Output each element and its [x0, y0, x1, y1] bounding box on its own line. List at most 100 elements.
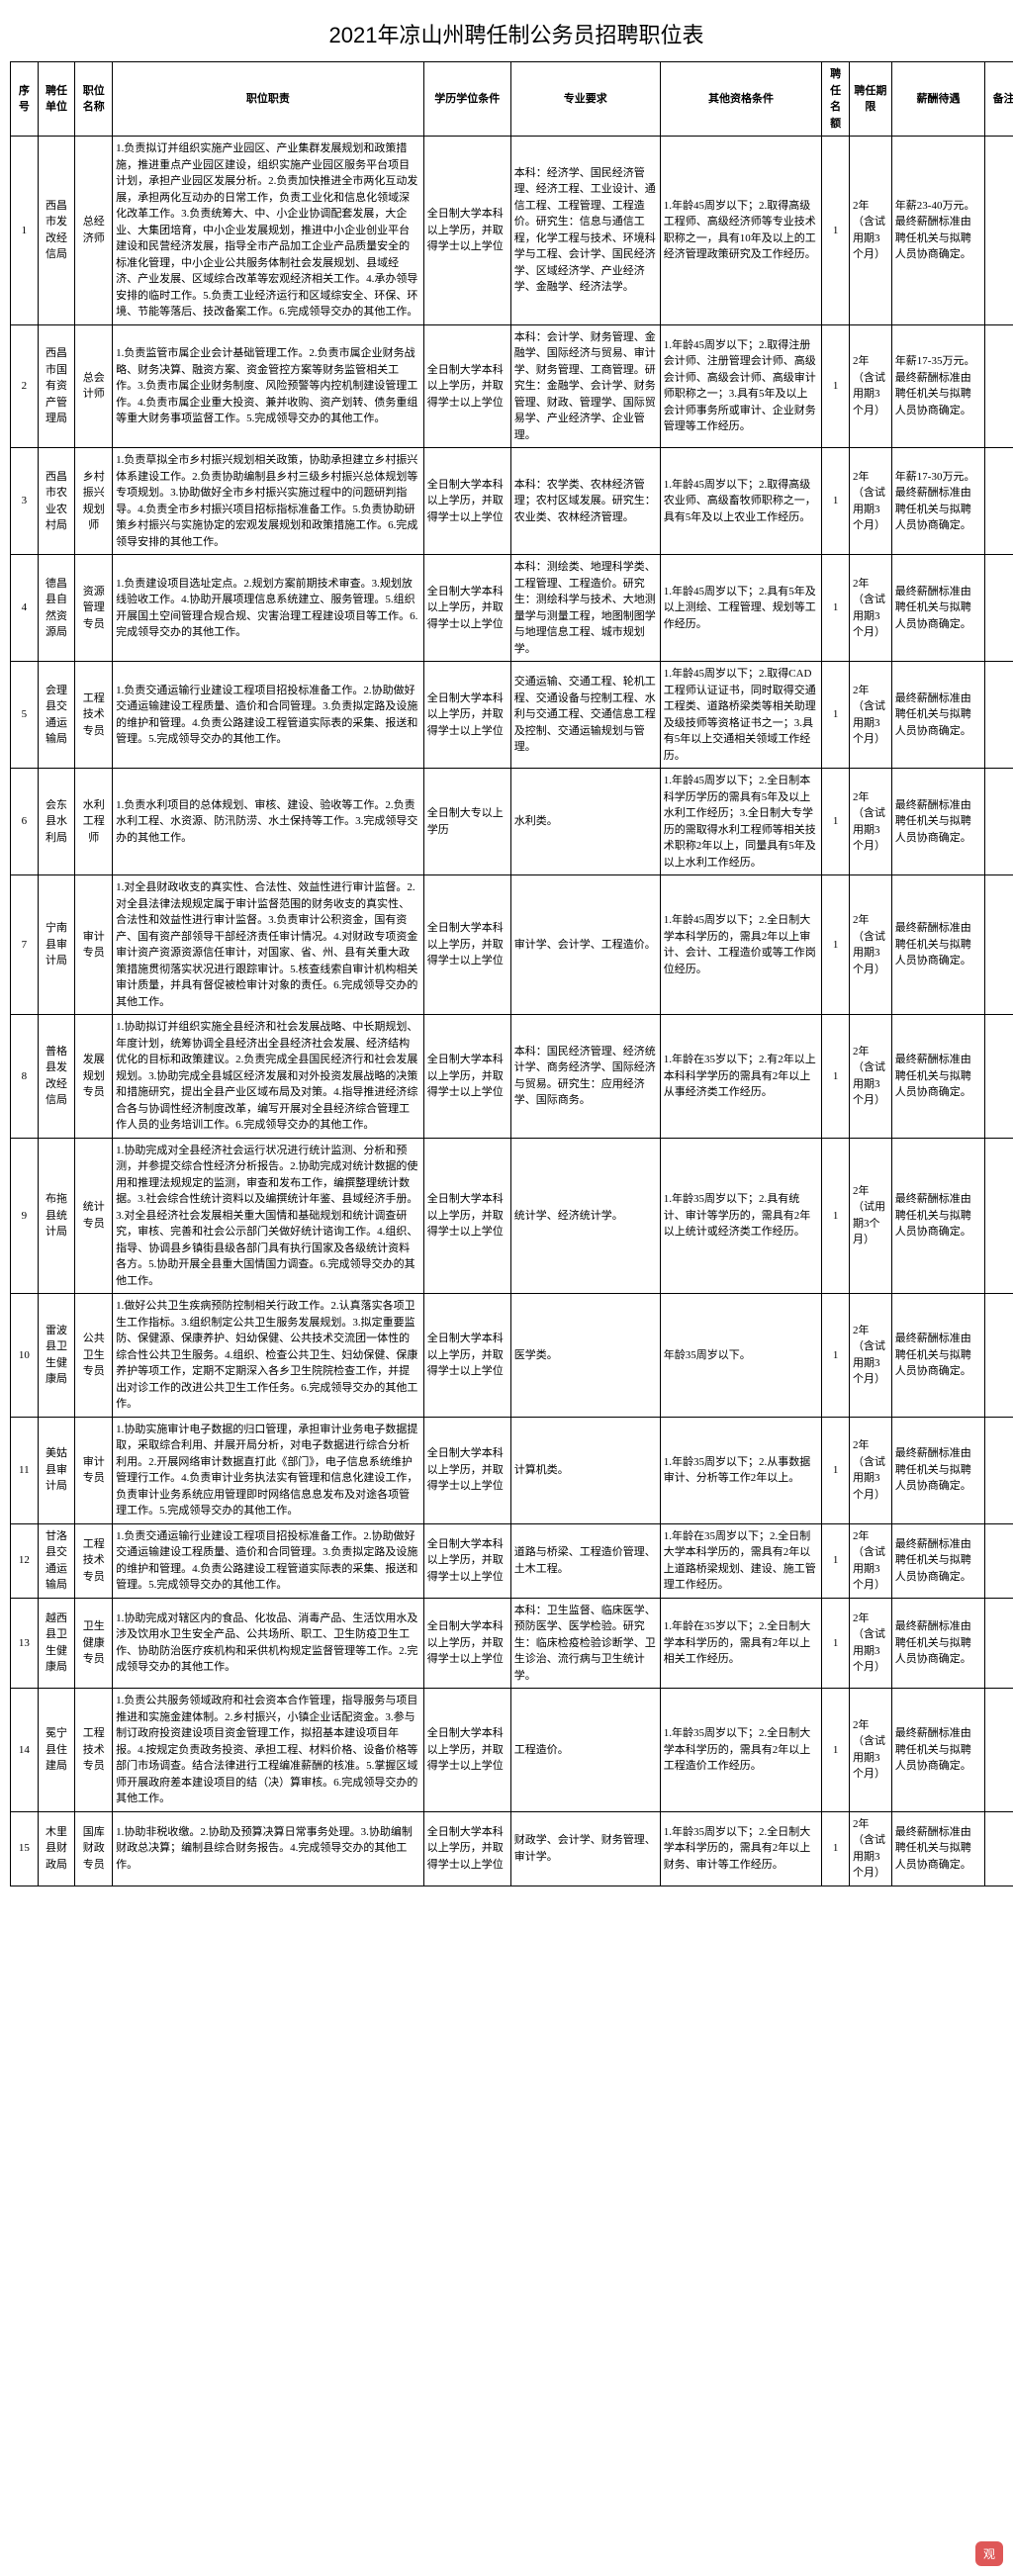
cell-duty: 1.负责交通运输行业建设工程项目招投标准备工作。2.协助做好交通运输建设工程质量…: [113, 662, 424, 769]
cell-salary: 年薪17-30万元。最终薪酬标准由聘任机关与拟聘人员协商确定。: [891, 448, 984, 555]
cell-term: 2年（含试用期3个月）: [850, 555, 892, 662]
cell-posname: 审计专员: [75, 1417, 113, 1523]
cell-remark: [985, 1015, 1013, 1139]
cell-seq: 12: [11, 1523, 39, 1598]
cell-seq: 9: [11, 1138, 39, 1294]
cell-remark: [985, 1138, 1013, 1294]
table-row: 10雷波县卫生健康局公共卫生专员1.做好公共卫生疾病预防控制相关行政工作。2.认…: [11, 1294, 1013, 1418]
table-row: 12甘洛县交通运输局工程技术专员1.负责交通运输行业建设工程项目招投标准备工作。…: [11, 1523, 1013, 1598]
cell-other: 1.年龄45周岁以下；2.全日制大学本科学历的，需具2年以上审计、会计、工程造价…: [660, 875, 822, 1015]
cell-quota: 1: [822, 1598, 850, 1689]
cell-quota: 1: [822, 1138, 850, 1294]
cell-duty: 1.负责建设项目选址定点。2.规划方案前期技术审查。3.规划放线验收工作。4.协…: [113, 555, 424, 662]
cell-term: 2年（含试用期3个月）: [850, 1811, 892, 1886]
cell-salary: 最终薪酬标准由聘任机关与拟聘人员协商确定。: [891, 1294, 984, 1418]
cell-term: 2年（含试用期3个月）: [850, 769, 892, 875]
cell-posname: 总经济师: [75, 137, 113, 325]
cell-unit: 西昌市农业农村局: [38, 448, 75, 555]
cell-unit: 甘洛县交通运输局: [38, 1523, 75, 1598]
cell-seq: 13: [11, 1598, 39, 1689]
cell-quota: 1: [822, 448, 850, 555]
cell-other: 1.年龄35周岁以下；2.全日制大学本科学历的，需具有2年以上财务、审计等工作经…: [660, 1811, 822, 1886]
positions-table: 序号 聘任单位 职位名称 职位职责 学历学位条件 专业要求 其他资格条件 聘任名…: [10, 61, 1013, 1886]
cell-term: 2年（含试用期3个月）: [850, 1294, 892, 1418]
cell-other: 1.年龄35周岁以下；2.全日制大学本科学历的，需具有2年以上工程造价工作经历。: [660, 1689, 822, 1812]
cell-edu: 全日制大学本科以上学历，并取得学士以上学位: [423, 1689, 510, 1812]
cell-posname: 乡村振兴规划师: [75, 448, 113, 555]
table-row: 7宁南县审计局审计专员1.对全县财政收支的真实性、合法性、效益性进行审计监督。2…: [11, 875, 1013, 1015]
cell-seq: 3: [11, 448, 39, 555]
cell-other: 1.年龄在35岁以下；2.全日制大学本科学历的，需具有2年以上相关工作经历。: [660, 1598, 822, 1689]
cell-seq: 11: [11, 1417, 39, 1523]
cell-quota: 1: [822, 324, 850, 448]
cell-duty: 1.对全县财政收支的真实性、合法性、效益性进行审计监督。2.对全县法律法规规定属…: [113, 875, 424, 1015]
header-other: 其他资格条件: [660, 62, 822, 137]
header-edu: 学历学位条件: [423, 62, 510, 137]
table-row: 5会理县交通运输局工程技术专员1.负责交通运输行业建设工程项目招投标准备工作。2…: [11, 662, 1013, 769]
cell-seq: 1: [11, 137, 39, 325]
cell-posname: 工程技术专员: [75, 662, 113, 769]
table-row: 1西昌市发改经信局总经济师1.负责拟订并组织实施产业园区、产业集群发展规划和政策…: [11, 137, 1013, 325]
cell-posname: 资源管理专员: [75, 555, 113, 662]
header-remark: 备注: [985, 62, 1013, 137]
cell-unit: 越西县卫生健康局: [38, 1598, 75, 1689]
cell-remark: [985, 1523, 1013, 1598]
cell-term: 2年（试用期3个月）: [850, 1138, 892, 1294]
cell-term: 2年（含试用期3个月）: [850, 1689, 892, 1812]
cell-unit: 冕宁县住建局: [38, 1689, 75, 1812]
cell-edu: 全日制大学本科以上学历，并取得学士以上学位: [423, 1811, 510, 1886]
cell-other: 年龄35周岁以下。: [660, 1294, 822, 1418]
cell-unit: 普格县发改经信局: [38, 1015, 75, 1139]
cell-term: 2年（含试用期3个月）: [850, 875, 892, 1015]
cell-duty: 1.负责交通运输行业建设工程项目招投标准备工作。2.协助做好交通运输建设工程质量…: [113, 1523, 424, 1598]
page-title: 2021年凉山州聘任制公务员招聘职位表: [10, 18, 1013, 49]
cell-salary: 最终薪酬标准由聘任机关与拟聘人员协商确定。: [891, 555, 984, 662]
cell-major: 本科：国民经济管理、经济统计学、商务经济学、国际经济与贸易。研究生：应用经济学、…: [510, 1015, 660, 1139]
cell-salary: 最终薪酬标准由聘任机关与拟聘人员协商确定。: [891, 1598, 984, 1689]
cell-salary: 最终薪酬标准由聘任机关与拟聘人员协商确定。: [891, 769, 984, 875]
table-row: 14冕宁县住建局工程技术专员1.负责公共服务领域政府和社会资本合作管理，指导服务…: [11, 1689, 1013, 1812]
cell-quota: 1: [822, 1015, 850, 1139]
header-term: 聘任期限: [850, 62, 892, 137]
table-row: 6会东县水利局水利工程师1.负责水利项目的总体规划、审核、建设、验收等工作。2.…: [11, 769, 1013, 875]
cell-edu: 全日制大学本科以上学历，并取得学士以上学位: [423, 875, 510, 1015]
cell-term: 2年（含试用期3个月）: [850, 662, 892, 769]
cell-other: 1.年龄在35岁以下；2.有2年以上本科科学学历的需具有2年以上从事经济类工作经…: [660, 1015, 822, 1139]
cell-unit: 宁南县审计局: [38, 875, 75, 1015]
cell-salary: 最终薪酬标准由聘任机关与拟聘人员协商确定。: [891, 875, 984, 1015]
cell-remark: [985, 662, 1013, 769]
cell-other: 1.年龄35周岁以下；2.从事数据审计、分析等工作2年以上。: [660, 1417, 822, 1523]
cell-major: 本科：农学类、农林经济管理；农村区域发展。研究生：农业类、农林经济管理。: [510, 448, 660, 555]
cell-major: 本科：会计学、财务管理、金融学、国际经济与贸易、审计学、财务管理、工商管理。研究…: [510, 324, 660, 448]
header-major: 专业要求: [510, 62, 660, 137]
cell-salary: 年薪17-35万元。最终薪酬标准由聘任机关与拟聘人员协商确定。: [891, 324, 984, 448]
cell-remark: [985, 1294, 1013, 1418]
cell-remark: [985, 1417, 1013, 1523]
table-row: 13越西县卫生健康局卫生健康专员1.协助完成对辖区内的食品、化妆品、消毒产品、生…: [11, 1598, 1013, 1689]
cell-unit: 美姑县审计局: [38, 1417, 75, 1523]
cell-duty: 1.协助非税收缴。2.协助及预算决算日常事务处理。3.协助编制财政总决算；编制县…: [113, 1811, 424, 1886]
header-quota: 聘任名额: [822, 62, 850, 137]
cell-salary: 最终薪酬标准由聘任机关与拟聘人员协商确定。: [891, 1811, 984, 1886]
table-row: 2西昌市国有资产管理局总会计师1.负责监管市属企业会计基础管理工作。2.负责市属…: [11, 324, 1013, 448]
cell-other: 1.年龄45周岁以下；2.全日制本科学历学历的需具有5年及以上水利工作经历；3.…: [660, 769, 822, 875]
cell-major: 审计学、会计学、工程造价。: [510, 875, 660, 1015]
cell-major: 本科：测绘类、地理科学类、工程管理、工程造价。研究生：测绘科学与技术、大地测量学…: [510, 555, 660, 662]
cell-salary: 最终薪酬标准由聘任机关与拟聘人员协商确定。: [891, 662, 984, 769]
cell-quota: 1: [822, 662, 850, 769]
cell-remark: [985, 769, 1013, 875]
cell-remark: [985, 324, 1013, 448]
table-row: 4德昌县自然资源局资源管理专员1.负责建设项目选址定点。2.规划方案前期技术审查…: [11, 555, 1013, 662]
cell-quota: 1: [822, 1523, 850, 1598]
cell-unit: 德昌县自然资源局: [38, 555, 75, 662]
table-row: 15木里县财政局国库财政专员1.协助非税收缴。2.协助及预算决算日常事务处理。3…: [11, 1811, 1013, 1886]
cell-remark: [985, 1689, 1013, 1812]
cell-salary: 最终薪酬标准由聘任机关与拟聘人员协商确定。: [891, 1689, 984, 1812]
cell-other: 1.年龄45周岁以下；2.取得高级农业师、高级畜牧师职称之一，具有5年及以上农业…: [660, 448, 822, 555]
cell-edu: 全日制大专以上学历: [423, 769, 510, 875]
cell-seq: 2: [11, 324, 39, 448]
cell-posname: 国库财政专员: [75, 1811, 113, 1886]
cell-posname: 公共卫生专员: [75, 1294, 113, 1418]
table-row: 8普格县发改经信局发展规划专员1.协助拟订并组织实施全县经济和社会发展战略、中长…: [11, 1015, 1013, 1139]
cell-salary: 最终薪酬标准由聘任机关与拟聘人员协商确定。: [891, 1417, 984, 1523]
